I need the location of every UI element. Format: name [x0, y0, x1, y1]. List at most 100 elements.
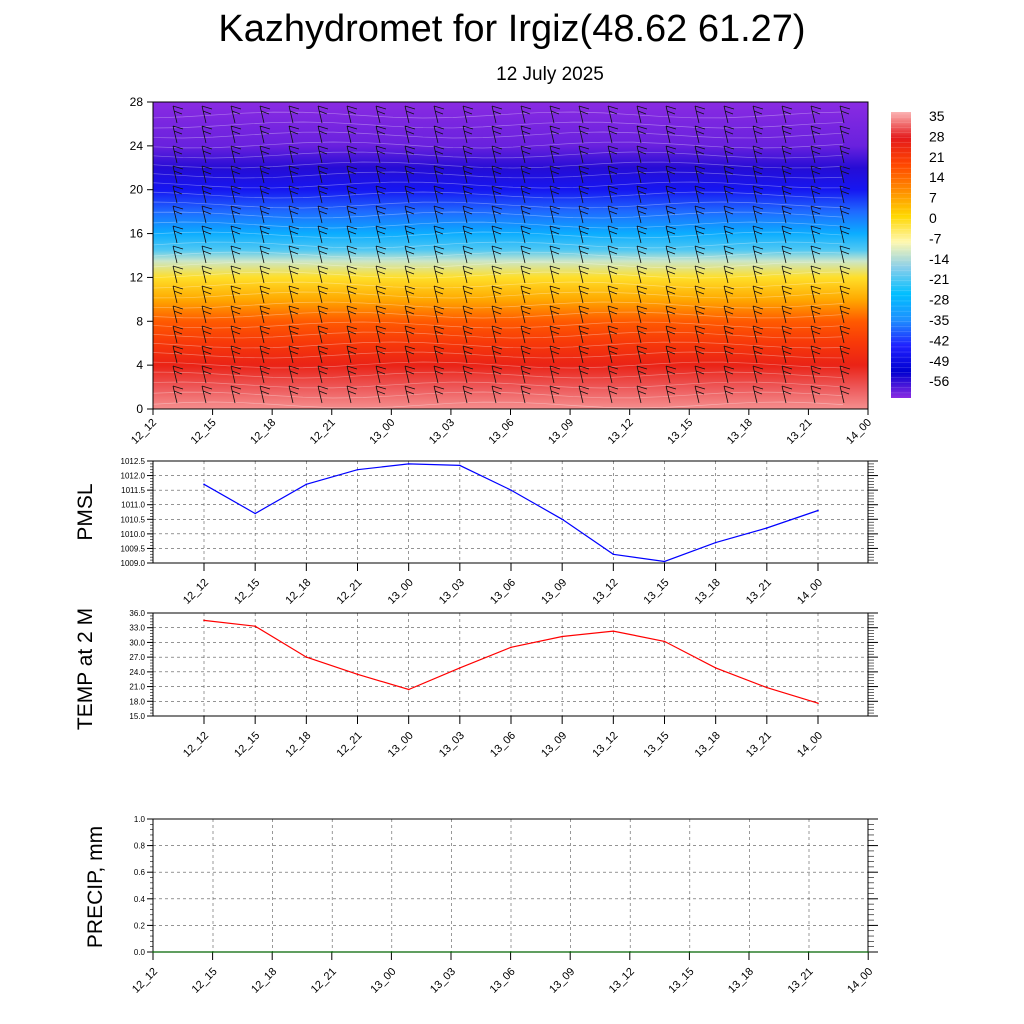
wind-barb — [172, 165, 184, 184]
wind-barb — [172, 305, 184, 324]
wind-barb — [665, 385, 677, 404]
wind-barb — [723, 305, 735, 324]
wind-barb — [230, 325, 242, 344]
data-point — [748, 951, 750, 953]
wind-barb — [781, 125, 793, 144]
colorbar-label: -14 — [929, 251, 949, 267]
wind-barb — [404, 285, 416, 304]
wind-barb — [723, 145, 735, 164]
grid — [153, 460, 868, 564]
colorbar — [891, 112, 911, 398]
wind-barb — [375, 225, 387, 244]
wind-barb — [346, 125, 358, 144]
wind-barb — [433, 305, 445, 324]
data-point — [807, 951, 810, 953]
wind-barb — [317, 365, 329, 384]
wind-barb — [607, 125, 619, 144]
wind-barb — [288, 185, 300, 204]
wind-barb — [810, 365, 822, 384]
wind-barb — [375, 325, 387, 344]
wind-barb — [752, 105, 764, 124]
wind-barb — [520, 345, 532, 364]
wind-barb — [752, 185, 764, 204]
y-tick-label: 0.0 — [134, 948, 146, 957]
wind-barb — [172, 385, 184, 404]
wind-barb — [433, 325, 445, 344]
wind-barb — [694, 165, 706, 184]
wind-barb — [491, 225, 503, 244]
data-point — [305, 656, 308, 658]
wind-barb — [230, 125, 242, 144]
wind-barb — [607, 265, 619, 284]
wind-barb — [520, 265, 532, 284]
wind-barb — [404, 345, 416, 364]
wind-barb — [752, 165, 764, 184]
wind-barb — [839, 125, 851, 144]
wind-barb — [723, 325, 735, 344]
y-tick-label: 1012.5 — [121, 457, 146, 466]
wind-barb — [346, 325, 358, 344]
wind-barb — [839, 385, 851, 404]
data-point — [305, 483, 308, 486]
wind-barb — [636, 105, 648, 124]
wind-barb — [317, 145, 329, 164]
wind-barb — [694, 265, 706, 284]
wind-barb — [230, 225, 242, 244]
wind-barb — [491, 105, 503, 124]
wind-barb — [781, 205, 793, 224]
wind-barb — [810, 205, 822, 224]
x-tick-label: 12_21 — [308, 417, 338, 447]
wind-barb — [259, 185, 271, 204]
wind-barb — [520, 365, 532, 384]
x-tick-label: 13_00 — [386, 577, 416, 607]
x-tick-label: 13_12 — [606, 417, 636, 447]
data-point — [459, 464, 461, 467]
wind-barb — [665, 365, 677, 384]
wind-barb — [375, 365, 387, 384]
wind-barb — [491, 145, 503, 164]
data-point — [407, 688, 410, 691]
wind-barb — [520, 205, 532, 224]
wind-barb — [810, 105, 822, 124]
wind-barb — [346, 305, 358, 324]
x-tick-label: 13_09 — [539, 730, 569, 760]
wind-barb — [694, 305, 706, 324]
wind-barb — [404, 365, 416, 384]
wind-barb — [172, 125, 184, 144]
wind-barb — [462, 225, 474, 244]
x-tick-label: 13_03 — [437, 730, 467, 760]
wind-barb — [375, 205, 387, 224]
y-tick-label: 24 — [130, 139, 144, 153]
wind-barb — [636, 305, 648, 324]
data-point — [356, 673, 359, 676]
wind-barb — [752, 225, 764, 244]
colorbar-label: 0 — [929, 210, 937, 226]
wind-barb — [636, 345, 648, 364]
data-point — [390, 951, 393, 953]
wind-barb — [491, 385, 503, 404]
wind-barb — [520, 125, 532, 144]
wind-barb — [578, 225, 590, 244]
wind-barb — [520, 305, 532, 324]
x-tick-label: 12_21 — [309, 966, 339, 996]
line-panel: 0.0 0.2 0.4 0.6 0.8 1.0 12_12 12_15 12_18 12_21 13… — [84, 815, 878, 996]
wind-barb — [578, 325, 590, 344]
colorbar-label: 7 — [929, 190, 937, 206]
wind-barb — [433, 265, 445, 284]
wind-barb — [201, 245, 213, 264]
data-point — [714, 541, 717, 544]
wind-barb — [549, 145, 561, 164]
wind-barb — [694, 365, 706, 384]
wind-barb — [317, 265, 329, 284]
wind-barb — [172, 345, 184, 364]
x-tick-label: 13_03 — [428, 966, 458, 996]
wind-barb — [259, 385, 271, 404]
wind-barb — [665, 245, 677, 264]
wind-barb — [607, 205, 619, 224]
data-point — [254, 625, 256, 628]
x-tick-label: 13_15 — [642, 577, 672, 607]
wind-barb — [317, 345, 329, 364]
wind-barb — [433, 225, 445, 244]
x-tick-label: 12_21 — [335, 577, 365, 607]
